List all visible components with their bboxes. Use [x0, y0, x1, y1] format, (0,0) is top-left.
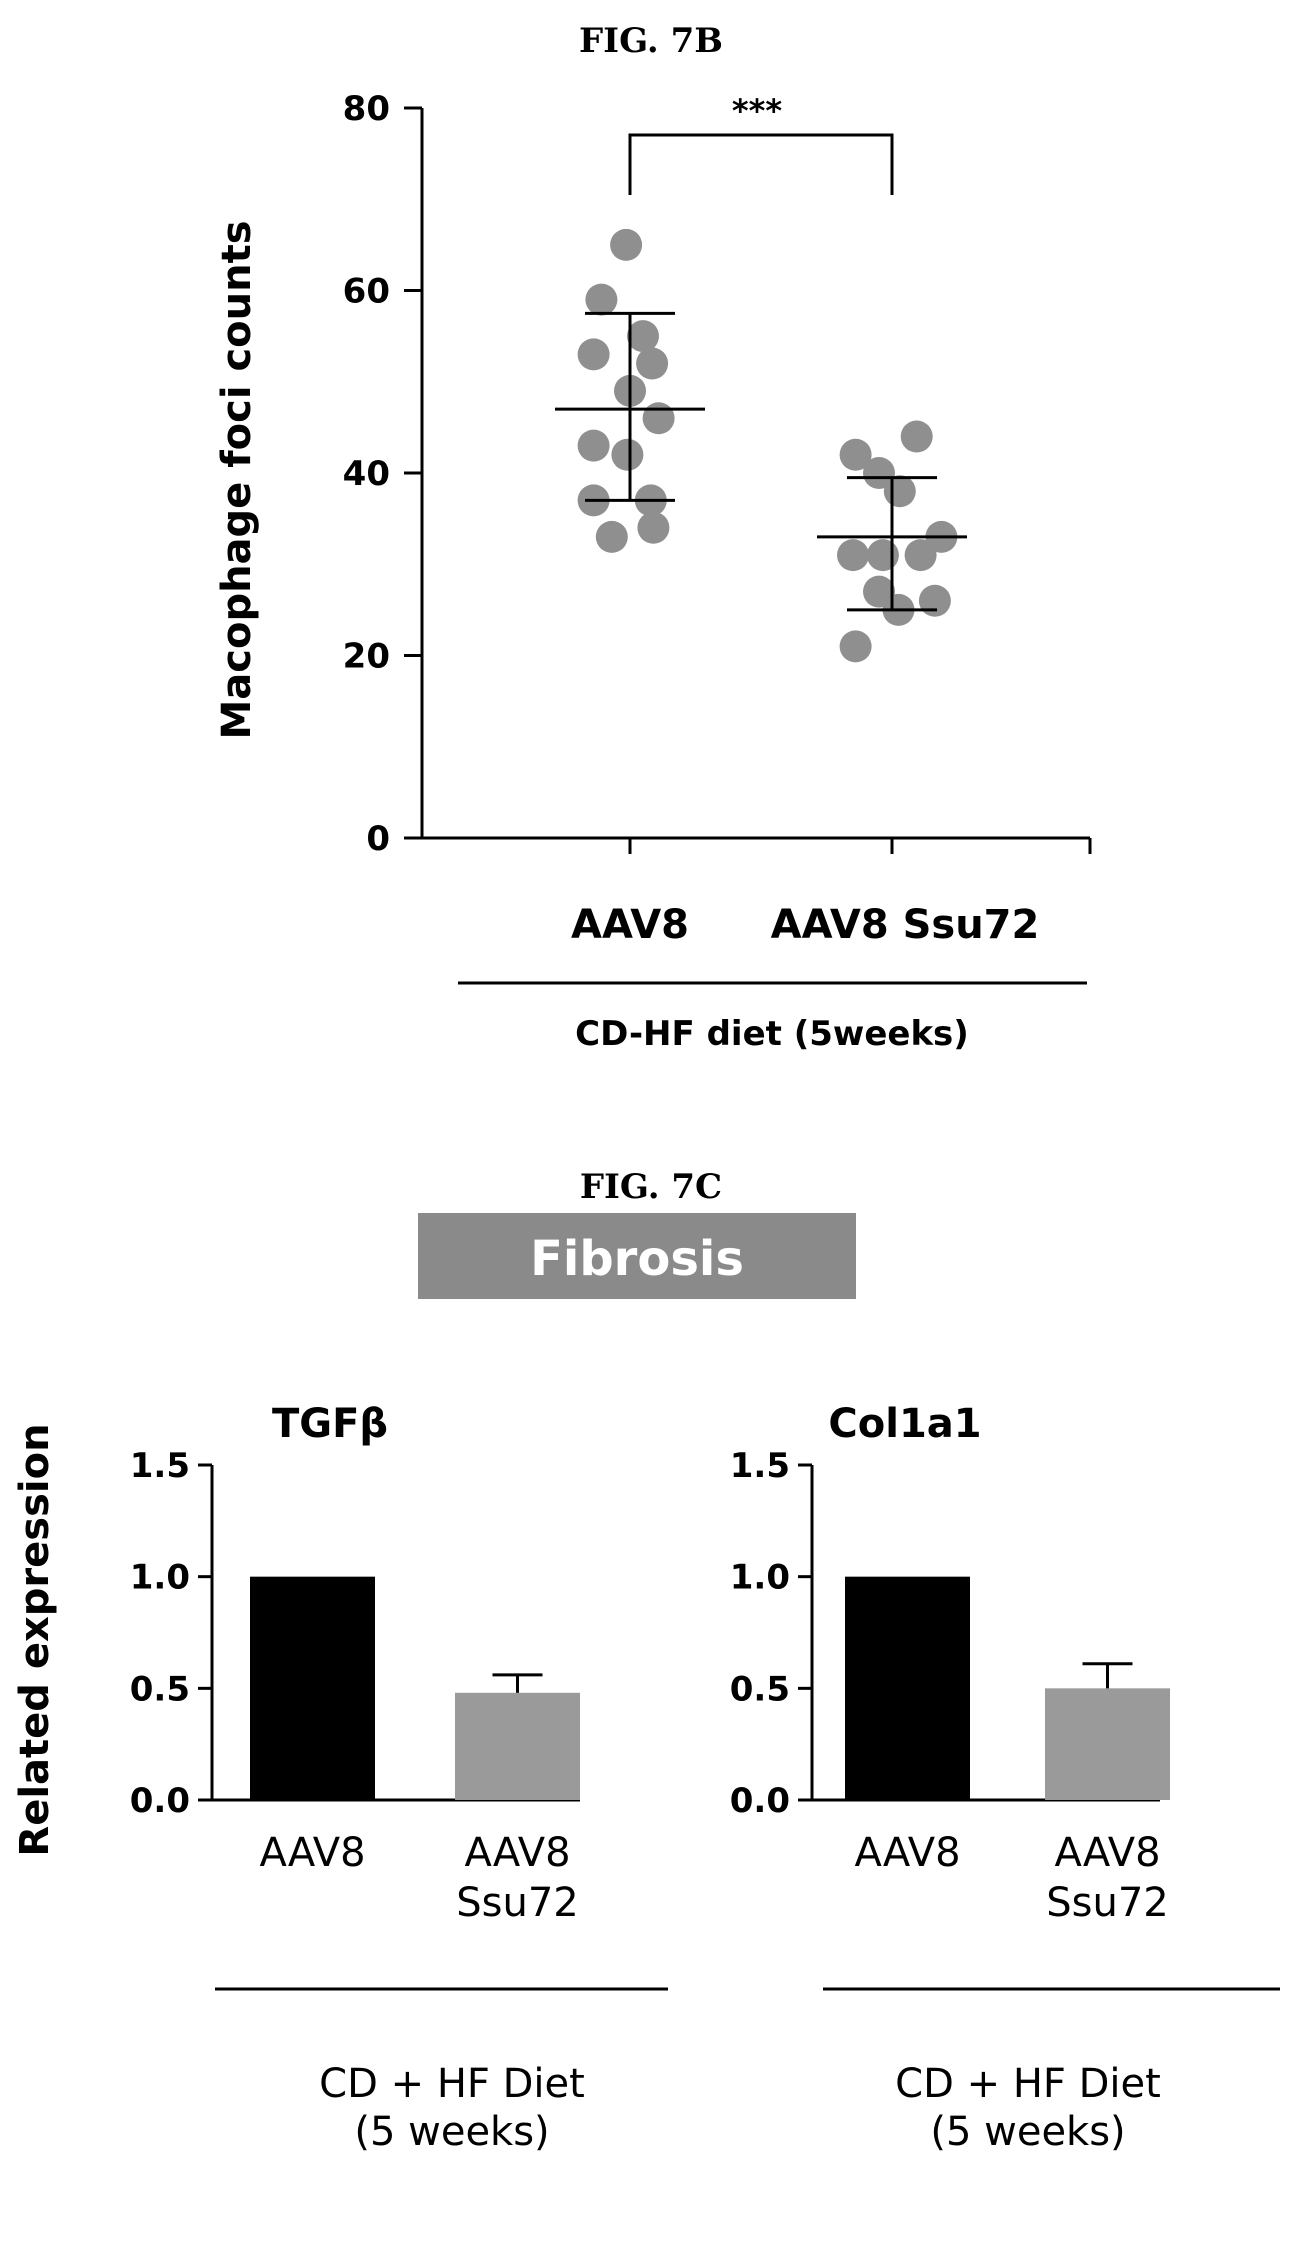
category-label-1: AAV8 Ssu72 — [1046, 1830, 1168, 1926]
data-point-0-7 — [577, 429, 610, 462]
data-point-0-8 — [611, 438, 644, 471]
group-caption-line-1: (5 weeks) — [354, 2109, 549, 2155]
data-point-1-7 — [904, 539, 937, 572]
y-tick-label-1: 0.5 — [130, 1669, 190, 1709]
data-point-0-4 — [636, 347, 669, 380]
category-label-1: AAV8 Ssu72 — [456, 1830, 578, 1926]
fig-7b-panel: FIG. 7B Macophage foci counts 020406080 … — [214, 21, 1092, 1054]
col1a1-group-caption: CD + HF Diet (5 weeks) — [895, 2061, 1161, 2155]
y-tick-label-2: 40 — [343, 454, 390, 494]
y-tick-label-3: 1.5 — [730, 1446, 790, 1486]
y-tick-label-3: 1.5 — [130, 1446, 190, 1486]
bar-0 — [250, 1576, 375, 1800]
data-point-0-2 — [627, 320, 659, 353]
category-label-0: AAV8 — [259, 1830, 365, 1876]
y-tick-label-1: 20 — [343, 637, 390, 677]
group-caption-text: CD + HF Diet (5 weeks) — [895, 2061, 1161, 2155]
y-tick-label-0: 0 — [366, 819, 390, 859]
fig-7b-label: FIG. 7B — [579, 21, 723, 61]
data-point-1-5 — [837, 539, 869, 572]
category-label-1-line-1: Ssu72 — [1046, 1880, 1168, 1926]
data-point-0-3 — [577, 338, 610, 371]
col1a1-chart-title: Col1a1 — [828, 1401, 981, 1447]
data-point-1-11 — [839, 630, 872, 663]
significance-bracket — [628, 133, 894, 195]
category-label-1-line-0: AAV8 — [464, 1830, 570, 1876]
bar-1 — [1045, 1688, 1170, 1800]
y-tick-label-2: 1.0 — [730, 1558, 790, 1598]
fig-7b-y-axis-label: Macophage foci counts — [214, 220, 260, 739]
fig-7b-group-caption: CD-HF diet (5weeks) — [575, 1014, 969, 1054]
y-tick-label-4: 80 — [343, 89, 390, 129]
data-point-1-6 — [866, 539, 899, 572]
y-tick-label-1: 0.5 — [730, 1669, 790, 1709]
group-caption-line-1: (5 weeks) — [930, 2109, 1125, 2155]
y-tick-label-3: 60 — [343, 272, 390, 312]
fig-7b-marks — [555, 133, 967, 663]
category-label-0-line-0: AAV8 — [259, 1830, 365, 1876]
category-label-1-line-1: Ssu72 — [456, 1880, 578, 1926]
data-point-1-2 — [863, 457, 895, 489]
col1a1-category-labels: AAV8 AAV8 Ssu72 — [854, 1830, 1168, 1926]
data-point-0-0 — [610, 228, 643, 261]
data-point-0-1 — [585, 283, 618, 316]
category-label-1-line-0: AAV8 — [1054, 1830, 1160, 1876]
category-label-0-line-0: AAV8 — [854, 1830, 960, 1876]
tgfb-category-labels: AAV8 AAV8 Ssu72 — [259, 1830, 578, 1926]
group-caption-line-0: CD + HF Diet — [319, 2061, 585, 2107]
data-point-1-3 — [883, 475, 916, 508]
col1a1-axes: 0.0 0.5 1.0 1.5 — [730, 1446, 1160, 1821]
fig-7b-category-aav8-ssu72: AAV8 Ssu72 — [771, 902, 1040, 948]
col1a1-marks — [845, 1576, 1170, 1800]
data-point-1-9 — [918, 584, 951, 617]
group-caption-line-0: CD + HF Diet — [895, 2061, 1161, 2107]
data-point-1-0 — [900, 420, 933, 453]
data-point-0-11 — [595, 520, 628, 553]
tgfb-group-caption: CD + HF Diet (5 weeks) — [319, 2061, 585, 2155]
fig-7b-significance: *** — [732, 92, 782, 130]
bar-1 — [455, 1692, 580, 1800]
group-caption-text: CD + HF Diet (5 weeks) — [319, 2061, 585, 2155]
fig-7c-y-axis-label: Related expression — [12, 1423, 58, 1856]
y-tick-label-0: 0.0 — [130, 1781, 190, 1821]
y-tick-label-0: 0.0 — [730, 1781, 790, 1821]
fig-7b-axes: 0 20 40 60 80 — [343, 89, 1092, 859]
data-point-1-1 — [839, 438, 872, 471]
fig-7b-category-aav8: AAV8 — [571, 902, 689, 948]
fig-7c-label: FIG. 7C — [580, 1167, 722, 1207]
data-point-0-12 — [637, 511, 670, 544]
y-tick-label-2: 1.0 — [130, 1558, 190, 1598]
bar-0 — [845, 1576, 970, 1800]
tgfb-marks — [250, 1576, 580, 1800]
fig-7c-panel: FIG. 7C Fibrosis Related expression TGFβ… — [12, 1167, 1280, 2155]
data-point-0-6 — [642, 402, 675, 435]
fibrosis-banner — [418, 1213, 856, 1299]
fibrosis-banner-label: Fibrosis — [530, 1231, 744, 1287]
category-label-0: AAV8 — [854, 1830, 960, 1876]
tgfb-chart-title: TGFβ — [272, 1401, 388, 1447]
